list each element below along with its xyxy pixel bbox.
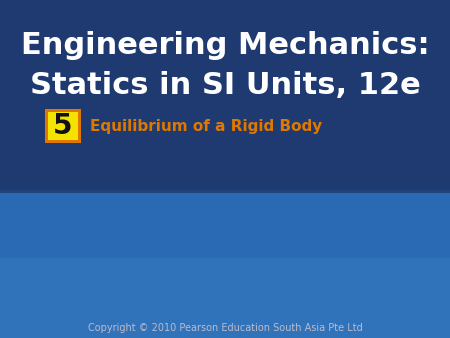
Text: Statics in SI Units, 12e: Statics in SI Units, 12e: [30, 72, 420, 100]
Text: 5: 5: [53, 112, 73, 140]
Bar: [45, 109, 81, 143]
Bar: [0, 190, 450, 338]
Bar: [0, 258, 450, 338]
Bar: [48, 112, 78, 140]
Bar: [0, 0, 450, 190]
Text: Copyright © 2010 Pearson Education South Asia Pte Ltd: Copyright © 2010 Pearson Education South…: [88, 323, 362, 333]
Text: Engineering Mechanics:: Engineering Mechanics:: [21, 31, 429, 61]
Bar: [0, 188, 450, 193]
Text: Equilibrium of a Rigid Body: Equilibrium of a Rigid Body: [90, 119, 322, 134]
